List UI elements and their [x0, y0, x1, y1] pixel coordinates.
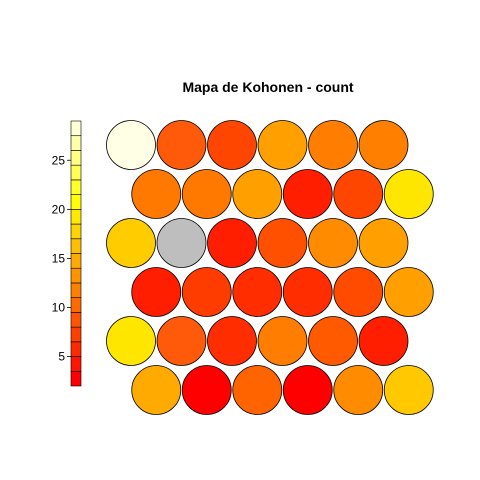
legend-swatch — [70, 370, 82, 387]
som-cell — [207, 218, 257, 268]
som-cell — [333, 267, 384, 317]
som-cell — [232, 365, 283, 415]
som-cell — [232, 267, 283, 317]
legend-swatch — [70, 326, 82, 343]
som-cell — [106, 218, 156, 268]
legend-swatch — [70, 341, 82, 357]
som-cell — [131, 365, 182, 415]
som-cell — [308, 218, 358, 268]
som-cell — [383, 169, 434, 219]
som-cell — [308, 316, 358, 366]
legend-swatch — [70, 179, 82, 195]
legend-tick-label: 20 — [52, 202, 66, 216]
som-cell — [333, 365, 384, 415]
som-cell-empty — [156, 218, 207, 268]
som-cell — [181, 267, 232, 317]
legend-swatch — [70, 194, 82, 210]
legend-swatch — [70, 150, 82, 166]
chart-title: Mapa de Kohonen - count — [182, 79, 353, 95]
som-cell — [282, 267, 333, 317]
som-cell — [383, 267, 434, 317]
legend-tick-label: 25 — [52, 153, 66, 167]
som-grid — [106, 120, 434, 415]
legend-swatch — [70, 135, 82, 151]
som-cell — [282, 365, 333, 415]
legend-swatch — [70, 282, 82, 298]
som-cell — [358, 218, 409, 268]
legend-tick-label: 5 — [58, 350, 65, 364]
som-cell — [358, 120, 409, 170]
legend-swatch — [70, 297, 82, 313]
som-cell — [333, 169, 384, 219]
legend-swatch — [70, 209, 82, 225]
som-cell — [358, 316, 409, 366]
som-cell — [106, 120, 156, 170]
legend-swatch — [70, 356, 82, 372]
legend-swatch — [70, 253, 82, 269]
color-legend: 5 10 15 20 25 — [52, 120, 82, 387]
som-cell — [282, 169, 333, 219]
som-cell — [207, 120, 257, 170]
legend-swatch — [70, 238, 82, 254]
som-cell — [131, 169, 182, 219]
som-cell — [156, 316, 207, 366]
som-cell — [232, 169, 283, 219]
som-cell — [106, 316, 156, 366]
som-cell — [181, 169, 232, 219]
legend-swatch — [70, 267, 82, 284]
som-cell — [308, 120, 358, 170]
som-cell — [257, 218, 308, 268]
legend-swatch — [70, 312, 82, 328]
legend-swatch — [70, 164, 82, 181]
som-cell — [156, 120, 207, 170]
som-cell — [207, 316, 257, 366]
som-cell — [383, 365, 434, 415]
legend-tick-label: 15 — [52, 251, 66, 265]
legend-tick-label: 10 — [52, 300, 66, 314]
som-cell — [181, 365, 232, 415]
legend-swatch — [70, 223, 82, 240]
som-cell — [257, 316, 308, 366]
som-cell — [257, 120, 308, 170]
legend-swatch — [70, 120, 82, 137]
som-cell — [131, 267, 182, 317]
